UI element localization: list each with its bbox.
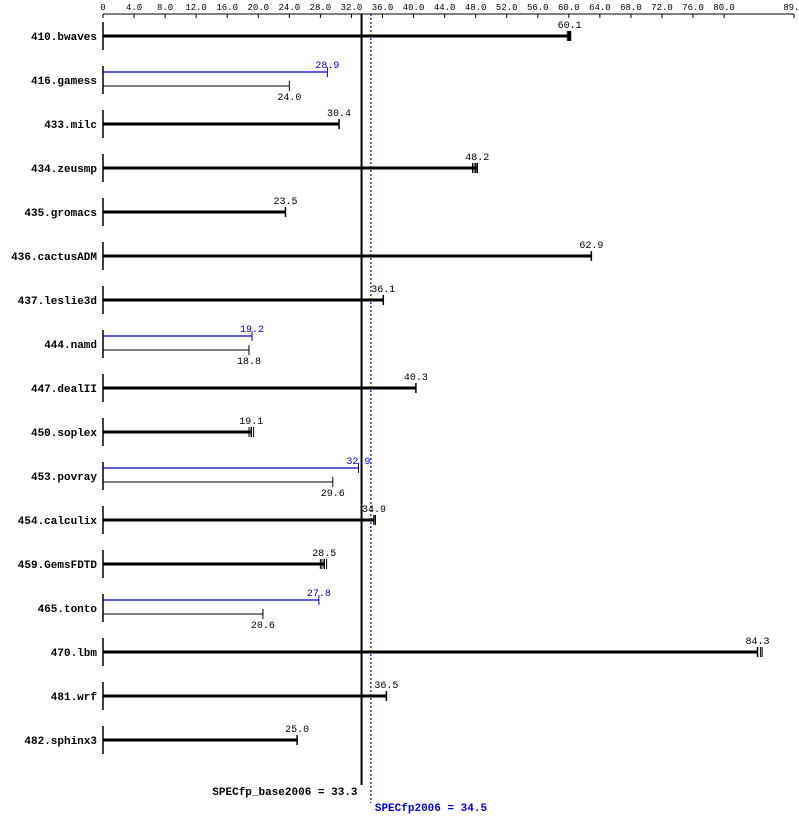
benchmark-label: 453.povray [31, 472, 97, 484]
x-tick-label: 40.0 [403, 3, 425, 13]
benchmark-label: 450.soplex [31, 428, 97, 440]
x-tick-label: 12.0 [185, 3, 207, 13]
x-tick-label: 8.0 [157, 3, 173, 13]
base-value: 29.6 [321, 489, 345, 500]
base-value: 28.5 [312, 549, 336, 560]
x-tick-label: 24.0 [279, 3, 301, 13]
base-value: 40.3 [404, 373, 428, 384]
peak-value: 27.8 [307, 589, 331, 600]
x-tick-label: 48.0 [465, 3, 487, 13]
x-tick-label: 56.0 [527, 3, 549, 13]
x-tick-label: 52.0 [496, 3, 518, 13]
x-tick-label: 4.0 [126, 3, 142, 13]
base-value: 19.1 [239, 417, 263, 428]
x-tick-label: 28.0 [310, 3, 332, 13]
x-tick-label: 32.0 [341, 3, 363, 13]
x-tick-label: 64.0 [589, 3, 611, 13]
benchmark-label: 459.GemsFDTD [18, 560, 98, 572]
peak-value: 28.9 [315, 61, 339, 72]
x-tick-label: 20.0 [247, 3, 269, 13]
benchmark-label: 481.wrf [51, 692, 98, 704]
base-value: 36.5 [374, 681, 398, 692]
base-value: 84.3 [746, 637, 770, 648]
x-tick-label: 0 [100, 3, 105, 13]
base-value: 48.2 [465, 153, 489, 164]
x-tick-label: 36.0 [372, 3, 394, 13]
benchmark-label: 470.lbm [51, 648, 98, 660]
x-tick-label: 68.0 [620, 3, 642, 13]
benchmark-label: 433.milc [44, 120, 97, 132]
base-value: 25.0 [285, 725, 309, 736]
benchmark-label: 437.leslie3d [18, 296, 97, 308]
base-value: 23.5 [273, 197, 297, 208]
x-tick-label: 60.0 [558, 3, 580, 13]
benchmark-label: 416.gamess [31, 76, 97, 88]
benchmark-label: 465.tonto [38, 604, 98, 616]
x-tick-label: 72.0 [651, 3, 673, 13]
base-value: 36.1 [371, 285, 395, 296]
benchmark-label: 436.cactusADM [11, 252, 97, 264]
base-value: 34.9 [362, 505, 386, 516]
base-value: 30.4 [327, 109, 351, 120]
base-value: 62.9 [579, 241, 603, 252]
benchmark-label: 447.dealII [31, 384, 97, 396]
peak-value: 19.2 [240, 325, 264, 336]
peak-value: 32.9 [346, 457, 370, 468]
peak-ref-label: SPECfp2006 = 34.5 [375, 803, 488, 815]
base-ref-label: SPECfp_base2006 = 33.3 [212, 787, 358, 799]
x-tick-label: 44.0 [434, 3, 456, 13]
x-tick-label: 16.0 [216, 3, 238, 13]
benchmark-label: 410.bwaves [31, 32, 97, 44]
benchmark-chart: 0 4.0 8.0 12.0 16.0 20.0 24.0 28.0 32.0 36.0 40.0 4… [0, 0, 799, 831]
benchmark-label: 435.gromacs [24, 208, 97, 220]
base-value: 24.0 [277, 93, 301, 104]
benchmark-label: 434.zeusmp [31, 164, 97, 176]
x-tick-label: 89.0 [783, 3, 799, 13]
benchmark-label: 444.namd [44, 340, 97, 352]
benchmark-label: 482.sphinx3 [24, 736, 97, 748]
base-value: 20.6 [251, 621, 275, 632]
base-value: 18.8 [237, 357, 261, 368]
benchmark-label: 454.calculix [18, 516, 98, 528]
x-tick-label: 76.0 [682, 3, 704, 13]
x-tick-label: 80.0 [713, 3, 735, 13]
base-value: 60.1 [558, 21, 582, 32]
